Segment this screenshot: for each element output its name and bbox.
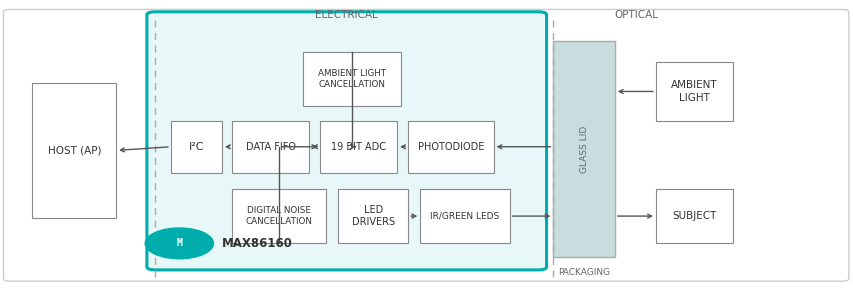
Text: PACKAGING: PACKAGING xyxy=(557,268,610,278)
Bar xyxy=(338,189,408,243)
Bar xyxy=(408,121,493,173)
Text: PHOTODIODE: PHOTODIODE xyxy=(417,142,484,152)
Bar xyxy=(655,62,732,121)
Text: OPTICAL: OPTICAL xyxy=(613,10,658,20)
Bar xyxy=(553,41,614,257)
Text: I²C: I²C xyxy=(189,142,204,152)
Text: HOST (AP): HOST (AP) xyxy=(48,145,101,155)
Bar xyxy=(655,189,732,243)
Bar xyxy=(171,121,222,173)
Text: 19 BIT ADC: 19 BIT ADC xyxy=(331,142,386,152)
Text: SUBJECT: SUBJECT xyxy=(671,211,716,221)
Text: IR/GREEN LEDS: IR/GREEN LEDS xyxy=(430,212,499,221)
Bar xyxy=(420,189,509,243)
Bar xyxy=(303,52,401,106)
Text: M: M xyxy=(177,238,182,248)
Bar xyxy=(32,83,116,218)
Text: DATA FIFO: DATA FIFO xyxy=(246,142,295,152)
Text: LED
DRIVERS: LED DRIVERS xyxy=(351,205,394,227)
Bar xyxy=(232,189,326,243)
FancyBboxPatch shape xyxy=(147,12,546,270)
Text: GLASS LID: GLASS LID xyxy=(579,125,588,173)
Text: DIGITAL NOISE
CANCELLATION: DIGITAL NOISE CANCELLATION xyxy=(246,206,312,226)
Text: AMBIENT LIGHT
CANCELLATION: AMBIENT LIGHT CANCELLATION xyxy=(318,69,386,89)
Text: AMBIENT
LIGHT: AMBIENT LIGHT xyxy=(670,80,717,103)
Bar xyxy=(232,121,309,173)
Bar xyxy=(320,121,397,173)
Ellipse shape xyxy=(145,228,213,259)
Text: ELECTRICAL: ELECTRICAL xyxy=(315,10,378,20)
Text: MAX86160: MAX86160 xyxy=(222,237,293,250)
